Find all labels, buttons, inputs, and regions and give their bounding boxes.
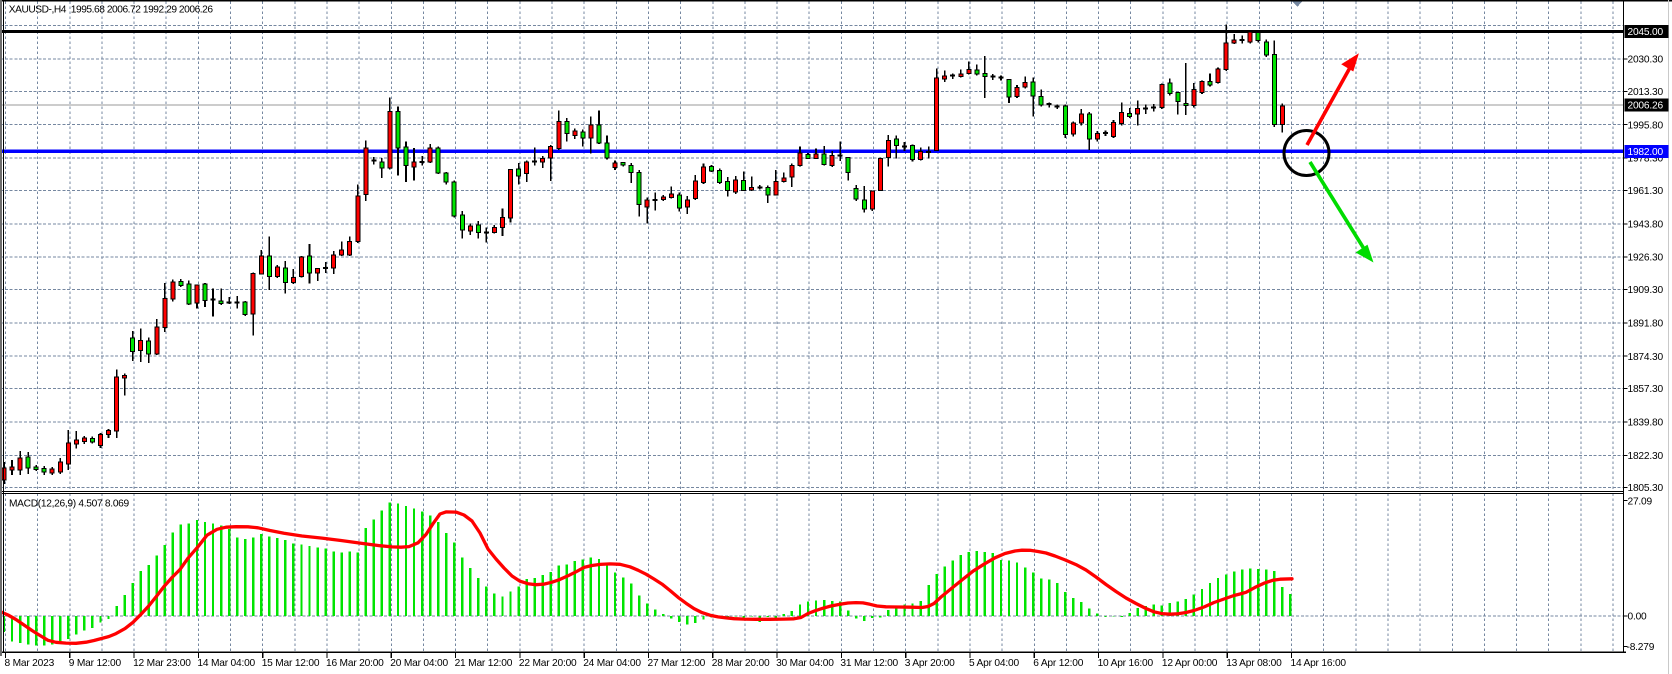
svg-text:24 Mar 04:00: 24 Mar 04:00	[583, 658, 641, 669]
svg-text:2030.30: 2030.30	[1628, 55, 1664, 66]
svg-text:28 Mar 20:00: 28 Mar 20:00	[712, 658, 770, 669]
svg-text:2045.00: 2045.00	[1628, 27, 1664, 38]
svg-text:1909.30: 1909.30	[1628, 285, 1664, 296]
svg-text:12 Mar 23:00: 12 Mar 23:00	[133, 658, 191, 669]
svg-text:10 Apr 16:00: 10 Apr 16:00	[1098, 658, 1154, 669]
svg-text:1926.30: 1926.30	[1628, 253, 1664, 264]
svg-text:1891.80: 1891.80	[1628, 318, 1664, 329]
svg-text:1961.30: 1961.30	[1628, 186, 1664, 197]
svg-text:1822.30: 1822.30	[1628, 451, 1664, 462]
svg-text:XAUUSD-,H4 1995.68 2006.72 19: XAUUSD-,H4 1995.68 2006.72 1992.29 2006.…	[9, 4, 214, 15]
svg-text:5 Apr 04:00: 5 Apr 04:00	[969, 658, 1019, 669]
svg-text:27.09: 27.09	[1628, 496, 1653, 507]
svg-text:1982.00: 1982.00	[1628, 147, 1664, 158]
svg-text:12 Apr 00:00: 12 Apr 00:00	[1162, 658, 1218, 669]
svg-text:1805.30: 1805.30	[1628, 483, 1664, 494]
svg-text:30 Mar 04:00: 30 Mar 04:00	[776, 658, 834, 669]
svg-text:0.00: 0.00	[1628, 611, 1648, 622]
svg-text:31 Mar 12:00: 31 Mar 12:00	[840, 658, 898, 669]
svg-text:6 Apr 12:00: 6 Apr 12:00	[1033, 658, 1083, 669]
svg-text:1978.30: 1978.30	[1628, 154, 1664, 165]
svg-text:13 Apr 08:00: 13 Apr 08:00	[1226, 658, 1282, 669]
svg-text:1995.80: 1995.80	[1628, 120, 1664, 131]
svg-text:1943.80: 1943.80	[1628, 219, 1664, 230]
svg-text:27 Mar 12:00: 27 Mar 12:00	[648, 658, 706, 669]
svg-text:1857.30: 1857.30	[1628, 384, 1664, 395]
svg-text:9 Mar 12:00: 9 Mar 12:00	[69, 658, 122, 669]
svg-text:15 Mar 12:00: 15 Mar 12:00	[262, 658, 320, 669]
svg-text:2006.26: 2006.26	[1628, 101, 1664, 112]
svg-text:1839.80: 1839.80	[1628, 418, 1664, 429]
svg-text:3 Apr 20:00: 3 Apr 20:00	[905, 658, 955, 669]
svg-text:16 Mar 20:00: 16 Mar 20:00	[326, 658, 384, 669]
svg-text:MACD(12,26,9) 4.507 8.069: MACD(12,26,9) 4.507 8.069	[9, 499, 130, 510]
svg-text:14 Apr 16:00: 14 Apr 16:00	[1291, 658, 1347, 669]
svg-text:1874.30: 1874.30	[1628, 352, 1664, 363]
svg-text:21 Mar 12:00: 21 Mar 12:00	[455, 658, 513, 669]
svg-text:8 Mar 2023: 8 Mar 2023	[5, 658, 55, 669]
svg-text:22 Mar 20:00: 22 Mar 20:00	[519, 658, 577, 669]
svg-text:2013.30: 2013.30	[1628, 87, 1664, 98]
svg-text:20 Mar 04:00: 20 Mar 04:00	[390, 658, 448, 669]
svg-text:14 Mar 04:00: 14 Mar 04:00	[197, 658, 255, 669]
svg-text:-8.279: -8.279	[1627, 642, 1655, 653]
